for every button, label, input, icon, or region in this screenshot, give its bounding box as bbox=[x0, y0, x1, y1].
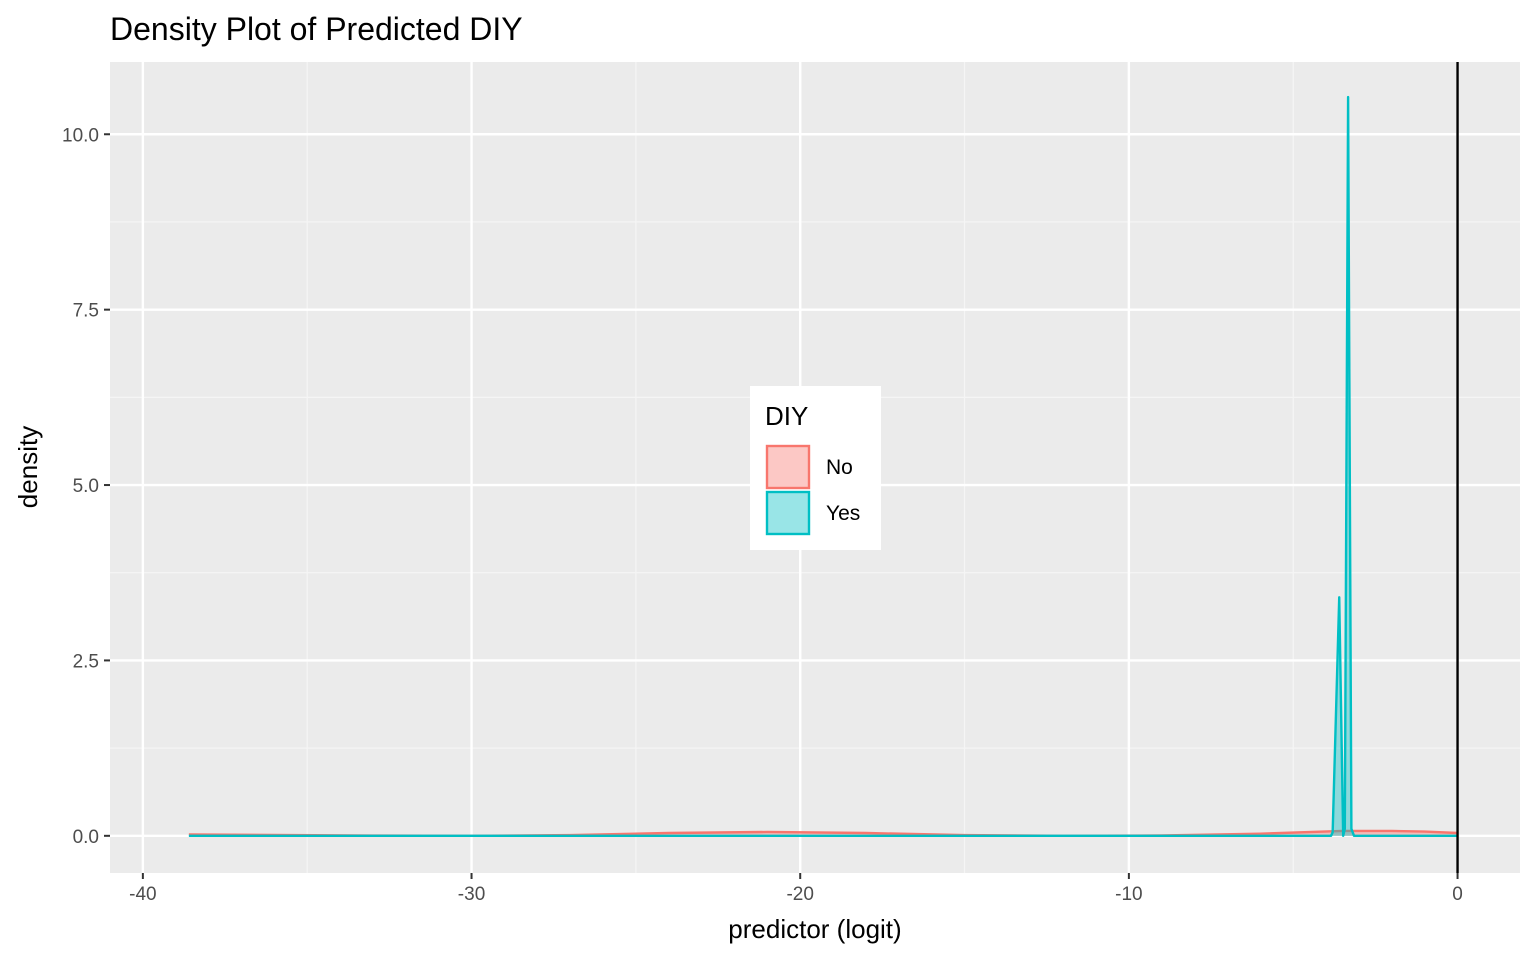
y-axis-title: density bbox=[13, 426, 43, 508]
legend-title: DIY bbox=[765, 401, 808, 431]
legend-label-yes: Yes bbox=[826, 502, 860, 525]
legend-label-no: No bbox=[826, 456, 853, 479]
legend-key-no bbox=[765, 444, 811, 490]
x-axis-ticks: -40 -30 -20 -10 0 bbox=[129, 873, 1463, 905]
legend: DIY No Yes bbox=[750, 386, 881, 550]
x-axis-title: predictor (logit) bbox=[728, 914, 901, 944]
legend-background bbox=[750, 386, 881, 550]
x-tick-label: 0 bbox=[1452, 884, 1463, 905]
chart-title: Density Plot of Predicted DIY bbox=[110, 11, 523, 47]
x-tick-label: -30 bbox=[458, 884, 485, 905]
y-tick-label: 5.0 bbox=[73, 476, 99, 497]
minor-gridlines bbox=[110, 62, 1520, 873]
y-axis-ticks: 0.0 2.5 5.0 7.5 10.0 bbox=[62, 125, 110, 848]
x-tick-label: -20 bbox=[786, 884, 813, 905]
density-series bbox=[188, 95, 1458, 838]
y-tick-label: 10.0 bbox=[62, 125, 99, 146]
y-tick-label: 0.0 bbox=[73, 827, 99, 848]
legend-key-yes bbox=[765, 490, 811, 536]
x-tick-label: -10 bbox=[1115, 884, 1142, 905]
density-line-yes bbox=[188, 95, 1458, 838]
y-tick-label: 7.5 bbox=[73, 301, 99, 322]
y-tick-label: 2.5 bbox=[73, 651, 99, 672]
x-tick-label: -40 bbox=[129, 884, 156, 905]
